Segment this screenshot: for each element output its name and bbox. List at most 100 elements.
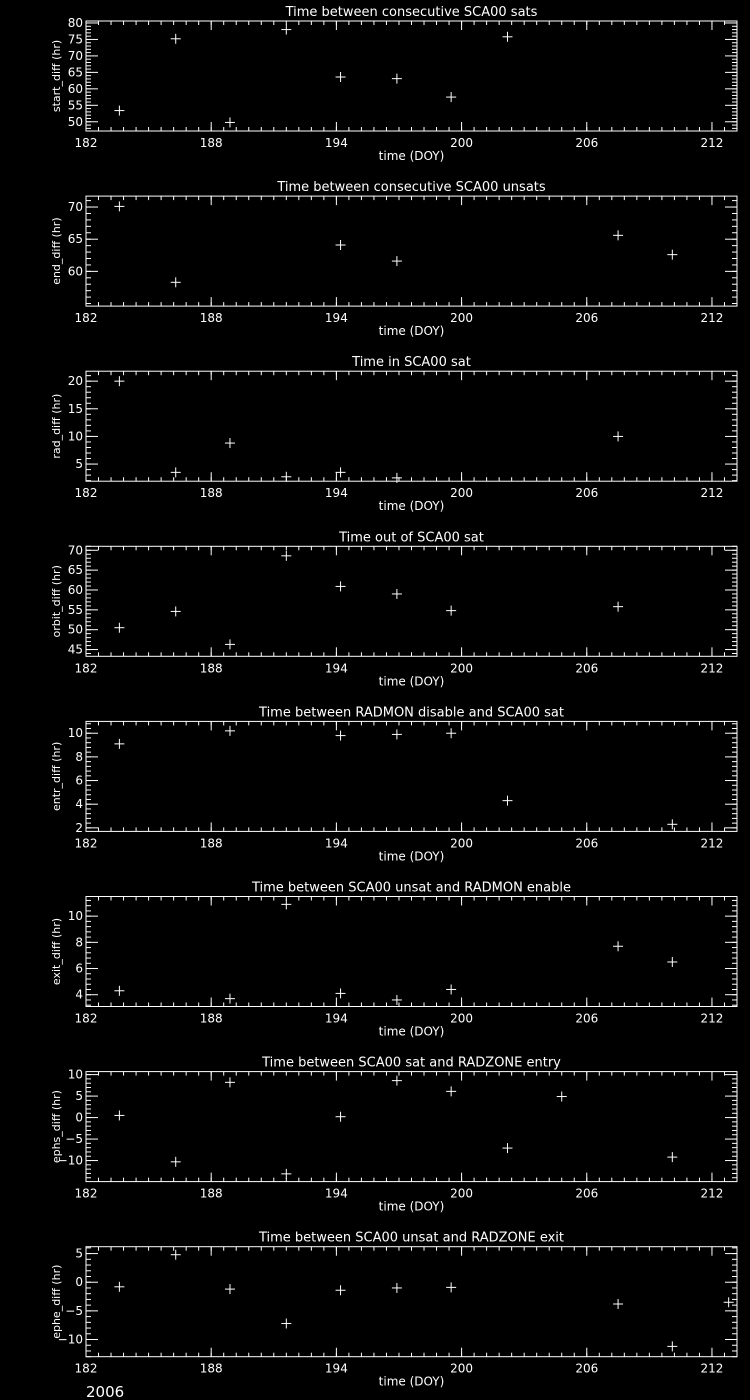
data-point bbox=[556, 1091, 567, 1102]
y-tick-label: 4 bbox=[75, 988, 83, 1002]
data-point bbox=[114, 1110, 125, 1121]
chart-title: Time between SCA00 unsat and RADMON enab… bbox=[251, 881, 571, 896]
data-point bbox=[391, 73, 402, 84]
x-axis-label: time (DOY) bbox=[379, 1375, 445, 1389]
x-tick-label: 188 bbox=[200, 1362, 223, 1376]
y-tick-label: 70 bbox=[68, 200, 83, 214]
data-point bbox=[335, 1111, 346, 1122]
data-point bbox=[667, 249, 678, 260]
panel-6: Time between SCA00 unsat and RADMON enab… bbox=[50, 881, 738, 1039]
y-axis-label: ephe_diff (hr) bbox=[50, 1265, 63, 1339]
y-tick-label: 15 bbox=[68, 402, 83, 416]
data-point bbox=[502, 1143, 513, 1154]
data-point bbox=[224, 1077, 235, 1088]
y-tick-label: 0 bbox=[75, 1111, 83, 1125]
x-tick-label: 194 bbox=[325, 1012, 348, 1026]
data-point bbox=[170, 33, 181, 44]
y-tick-label: 10 bbox=[68, 909, 83, 923]
x-tick-label: 194 bbox=[325, 311, 348, 325]
x-tick-label: 194 bbox=[325, 661, 348, 675]
x-tick-label: 206 bbox=[575, 661, 598, 675]
chart-title: Time in SCA00 sat bbox=[351, 355, 471, 370]
x-tick-label: 206 bbox=[575, 136, 598, 150]
data-point bbox=[114, 738, 125, 749]
y-tick-label: 50 bbox=[68, 623, 83, 637]
data-point bbox=[114, 376, 125, 387]
data-point bbox=[391, 994, 402, 1005]
chart-title: Time between consecutive SCA00 sats bbox=[285, 5, 538, 20]
plot-frame bbox=[85, 720, 738, 832]
x-tick-label: 212 bbox=[701, 486, 724, 500]
chart-title: Time out of SCA00 sat bbox=[338, 530, 484, 545]
x-tick-label: 212 bbox=[701, 1187, 724, 1201]
x-tick-label: 206 bbox=[575, 1012, 598, 1026]
y-tick-label: 8 bbox=[75, 750, 83, 764]
x-tick-label: 188 bbox=[200, 836, 223, 850]
data-point bbox=[224, 438, 235, 449]
plot-frame bbox=[85, 545, 738, 657]
x-tick-label: 194 bbox=[325, 1362, 348, 1376]
data-point bbox=[667, 956, 678, 967]
x-tick-label: 194 bbox=[325, 836, 348, 850]
x-tick-label: 206 bbox=[575, 486, 598, 500]
data-point bbox=[170, 1249, 181, 1260]
data-point bbox=[224, 1284, 235, 1295]
y-tick-label: 65 bbox=[68, 563, 83, 577]
data-point bbox=[723, 1297, 734, 1308]
data-point bbox=[335, 988, 346, 999]
panel-5: Time between RADMON disable and SCA00 sa… bbox=[50, 705, 738, 863]
data-point bbox=[613, 230, 624, 241]
y-tick-label: 5 bbox=[75, 457, 83, 471]
data-point bbox=[667, 819, 678, 830]
data-point bbox=[391, 588, 402, 599]
panel-3: Time in SCA00 sat 182 188 194 200 206 212 time … bbox=[50, 355, 738, 513]
x-tick-label: 182 bbox=[75, 836, 98, 850]
x-tick-label: 212 bbox=[701, 836, 724, 850]
x-tick-label: 200 bbox=[450, 661, 473, 675]
y-tick-label: 45 bbox=[68, 643, 83, 657]
plot-frame bbox=[85, 1071, 738, 1183]
x-tick-label: 188 bbox=[200, 1187, 223, 1201]
x-axis-label: time (DOY) bbox=[379, 674, 445, 688]
y-axis-label: ephs_diff (hr) bbox=[50, 1090, 63, 1163]
data-point bbox=[446, 92, 457, 103]
y-axis-label: entr_diff (hr) bbox=[50, 742, 63, 811]
data-point bbox=[446, 1086, 457, 1097]
data-point bbox=[335, 581, 346, 592]
x-axis-label: time (DOY) bbox=[379, 1025, 445, 1039]
x-tick-label: 200 bbox=[450, 1012, 473, 1026]
data-point bbox=[667, 1152, 678, 1163]
data-point bbox=[170, 467, 181, 478]
y-tick-label: −10 bbox=[58, 1333, 83, 1347]
x-tick-label: 182 bbox=[75, 1187, 98, 1201]
data-point bbox=[613, 1298, 624, 1309]
plot-frame bbox=[85, 195, 738, 307]
x-tick-label: 182 bbox=[75, 661, 98, 675]
data-point bbox=[281, 24, 292, 35]
data-point bbox=[335, 730, 346, 741]
x-tick-label: 200 bbox=[450, 311, 473, 325]
y-tick-label: 10 bbox=[68, 1068, 83, 1082]
chart-title: Time between SCA00 unsat and RADZONE exi… bbox=[258, 1231, 564, 1246]
x-tick-label: 188 bbox=[200, 311, 223, 325]
x-tick-label: 194 bbox=[325, 1187, 348, 1201]
x-tick-label: 200 bbox=[450, 836, 473, 850]
x-axis-label: time (DOY) bbox=[379, 499, 445, 513]
data-point bbox=[391, 472, 402, 483]
data-point bbox=[391, 256, 402, 267]
x-tick-label: 194 bbox=[325, 486, 348, 500]
x-tick-label: 182 bbox=[75, 1012, 98, 1026]
data-point bbox=[667, 1341, 678, 1352]
x-tick-label: 200 bbox=[450, 1187, 473, 1201]
x-tick-label: 188 bbox=[200, 486, 223, 500]
data-point bbox=[446, 984, 457, 995]
y-tick-label: 65 bbox=[68, 232, 83, 246]
x-tick-label: 182 bbox=[75, 486, 98, 500]
data-point bbox=[114, 1281, 125, 1292]
y-tick-label: −10 bbox=[58, 1154, 83, 1168]
panel-7: Time between SCA00 sat and RADZONE entry… bbox=[50, 1056, 738, 1214]
x-tick-label: 182 bbox=[75, 1362, 98, 1376]
panel-8: Time between SCA00 unsat and RADZONE exi… bbox=[50, 1231, 738, 1389]
y-axis-label: rad_diff (hr) bbox=[50, 394, 63, 459]
data-point bbox=[502, 795, 513, 806]
